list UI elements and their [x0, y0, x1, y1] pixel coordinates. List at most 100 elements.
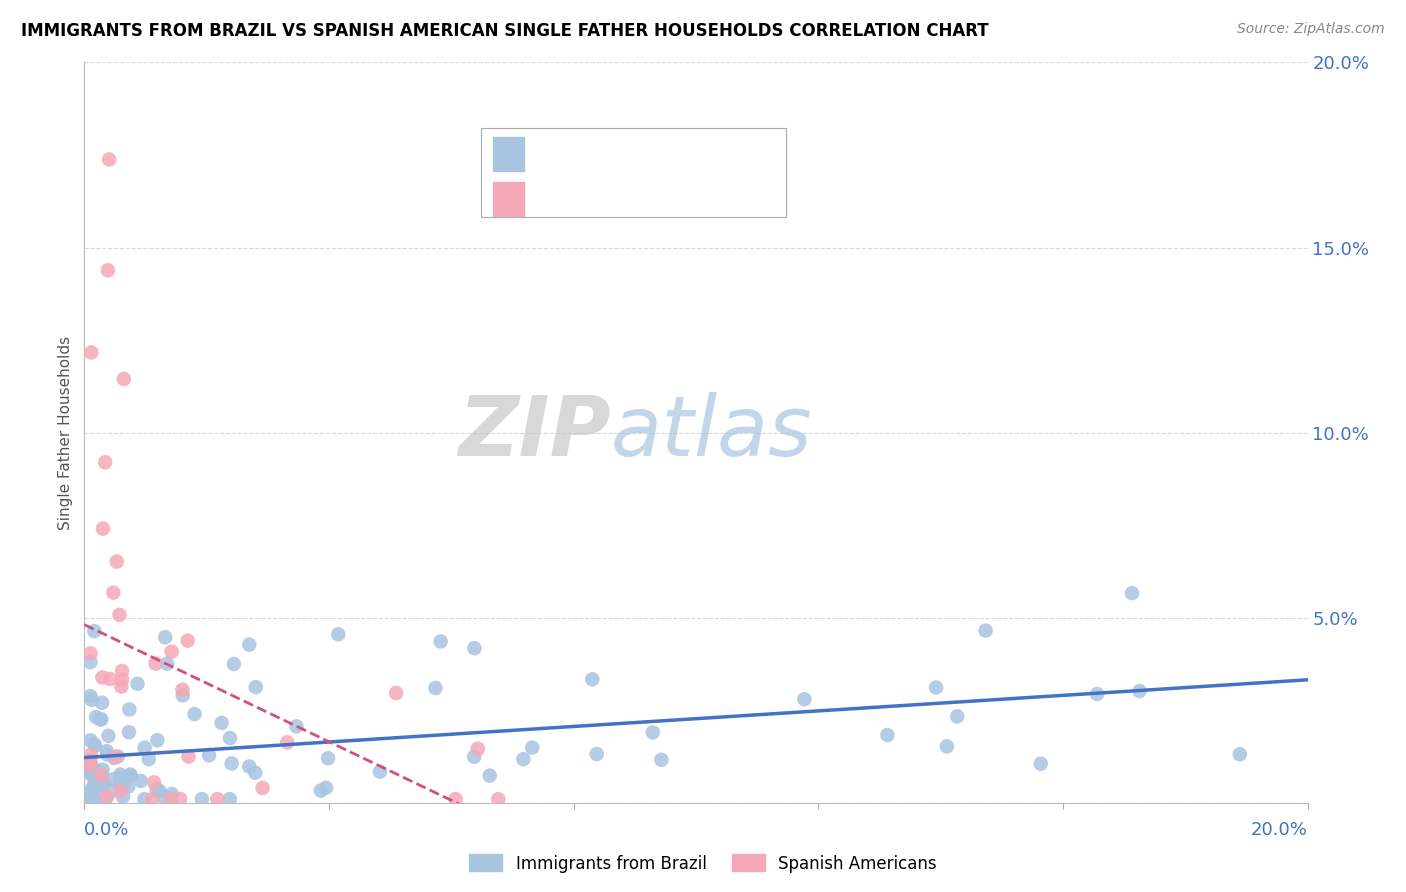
Point [110, 784, 132, 798]
Point [83, 764, 105, 779]
Point [97, 263, 120, 277]
Text: R =: R = [533, 190, 569, 208]
Point [84, 710, 107, 724]
Point [1029, 756, 1052, 771]
Point [90, 768, 112, 782]
Point [111, 673, 134, 687]
Point [152, 789, 174, 804]
Point [127, 677, 149, 691]
Text: N =: N = [655, 145, 692, 163]
Point [218, 792, 240, 806]
Point [309, 783, 332, 797]
Point [211, 715, 233, 730]
Point [79, 655, 101, 669]
Point [80, 693, 103, 707]
Point [120, 767, 142, 781]
Point [96, 747, 118, 762]
Point [80, 345, 103, 359]
Text: R =: R = [533, 145, 569, 163]
Point [1229, 747, 1251, 762]
Point [467, 741, 489, 756]
Point [110, 767, 132, 781]
Point [96, 789, 118, 804]
Point [160, 645, 183, 659]
Point [141, 792, 163, 806]
Point [245, 680, 267, 694]
Point [79, 733, 101, 747]
Point [149, 784, 172, 798]
Point [79, 788, 101, 802]
Point [91, 670, 114, 684]
Text: ZIP: ZIP [458, 392, 610, 473]
Point [112, 789, 135, 804]
Point [93, 776, 115, 790]
Point [79, 754, 101, 768]
Text: -0.068: -0.068 [576, 190, 636, 208]
Point [146, 733, 169, 747]
Point [82, 792, 104, 806]
Point [315, 780, 337, 795]
Point [252, 780, 274, 795]
Point [79, 792, 101, 806]
Point [82, 765, 104, 780]
Point [169, 792, 191, 806]
Point [79, 646, 101, 660]
Point [94, 455, 117, 469]
Point [118, 725, 141, 739]
Point [91, 763, 114, 777]
Point [79, 764, 101, 778]
Point [935, 739, 957, 754]
Point [429, 634, 451, 648]
Point [925, 681, 948, 695]
Point [79, 767, 101, 781]
Point [160, 787, 183, 801]
Point [368, 764, 391, 779]
Point [79, 757, 101, 772]
Legend: Immigrants from Brazil, Spanish Americans: Immigrants from Brazil, Spanish American… [463, 847, 943, 880]
Point [110, 771, 132, 785]
Point [316, 751, 339, 765]
Point [108, 607, 131, 622]
Point [145, 657, 167, 671]
Point [83, 777, 105, 791]
Point [79, 766, 101, 780]
Point [103, 751, 125, 765]
Point [156, 657, 179, 671]
Point [84, 739, 107, 753]
Text: 38: 38 [702, 190, 724, 208]
Point [79, 689, 101, 703]
Point [581, 673, 603, 687]
Point [79, 758, 101, 772]
Point [238, 638, 260, 652]
Point [104, 749, 127, 764]
Text: atlas: atlas [610, 392, 813, 473]
Point [641, 725, 664, 739]
Point [118, 702, 141, 716]
Point [89, 713, 111, 727]
Point [91, 778, 114, 792]
Point [219, 731, 242, 745]
Point [172, 682, 194, 697]
Point [1085, 687, 1108, 701]
Point [946, 709, 969, 723]
Point [650, 753, 672, 767]
Text: 0.0%: 0.0% [84, 822, 129, 839]
Point [221, 756, 243, 771]
Point [207, 792, 229, 806]
Point [134, 792, 156, 806]
Point [96, 744, 118, 758]
Point [385, 686, 408, 700]
Text: 0.231: 0.231 [576, 145, 628, 163]
Point [285, 719, 308, 733]
Point [155, 630, 177, 644]
Point [134, 740, 156, 755]
Point [120, 768, 142, 782]
Point [143, 775, 166, 789]
Point [111, 778, 134, 792]
Text: 105: 105 [702, 145, 735, 163]
Point [478, 769, 501, 783]
Point [84, 763, 107, 777]
Point [585, 747, 607, 761]
Text: 20.0%: 20.0% [1251, 822, 1308, 839]
Point [94, 791, 117, 805]
